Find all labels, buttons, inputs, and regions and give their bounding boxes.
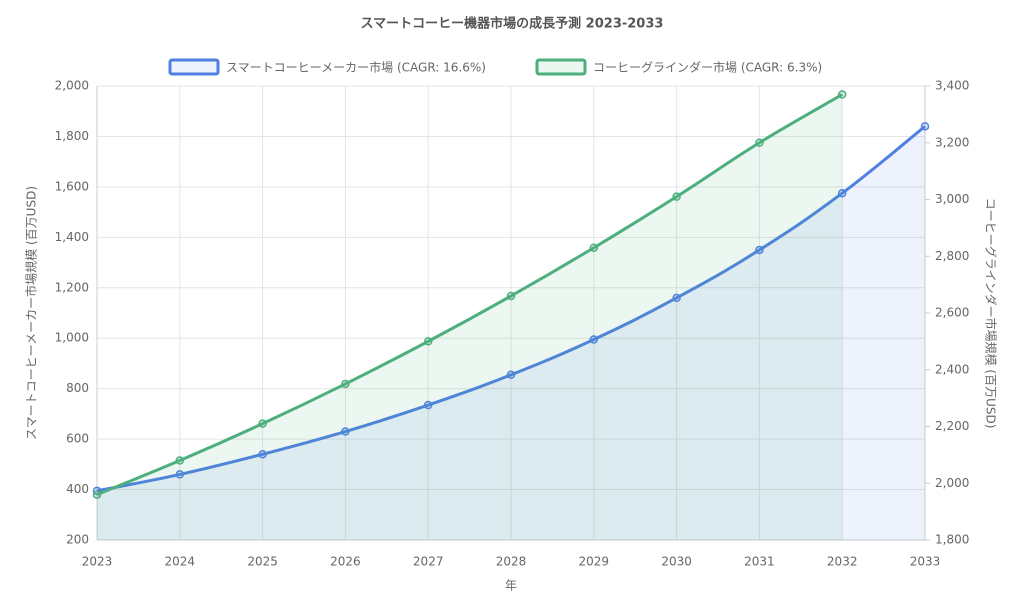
- y-tick-label: 1,000: [55, 331, 89, 345]
- point: [506, 291, 516, 301]
- x-tick-label: 2025: [247, 555, 278, 569]
- chart-title: スマートコーヒー機器市場の成長予測 2023-2033: [361, 16, 664, 32]
- point: [341, 427, 350, 436]
- x-tick-label: 2033: [910, 555, 941, 569]
- y2-tick-label: 2,800: [935, 249, 969, 263]
- y-axis-title: スマートコーヒーメーカー市場規模 (百万USD): [24, 186, 39, 440]
- point: [258, 419, 267, 428]
- y2-tick-label: 2,200: [935, 419, 969, 433]
- x-tick-label: 2029: [579, 555, 610, 569]
- point: [589, 335, 599, 344]
- point: [672, 192, 681, 201]
- x-axis-title: 年: [505, 579, 517, 593]
- area: [97, 126, 925, 540]
- legend-swatch: [168, 58, 220, 76]
- legend-swatch: [535, 58, 587, 76]
- y2-tick-label: 2,400: [935, 362, 969, 376]
- y-tick-label: 1,400: [55, 230, 89, 244]
- x-tick-label: 2031: [744, 555, 775, 569]
- y-tick-label: 400: [66, 482, 89, 496]
- point: [175, 456, 185, 465]
- point: [506, 370, 516, 380]
- line: [96, 93, 843, 496]
- y-tick-label: 2,000: [55, 79, 89, 93]
- point: [755, 138, 764, 147]
- x-tick-label: 2027: [413, 555, 444, 569]
- y2-tick-label: 3,200: [935, 135, 969, 149]
- x-tick-label: 2032: [827, 555, 858, 569]
- y2-tick-label: 1,800: [935, 533, 969, 547]
- y-tick-label: 1,200: [55, 280, 89, 294]
- y-tick-label: 1,600: [55, 179, 89, 193]
- point: [92, 490, 102, 499]
- point: [837, 188, 847, 198]
- point: [423, 400, 433, 410]
- y2-tick-label: 2,000: [935, 476, 969, 490]
- x-tick-label: 2028: [496, 555, 527, 569]
- x-tick-label: 2030: [661, 555, 692, 569]
- point: [175, 470, 185, 479]
- point: [589, 243, 599, 252]
- point: [755, 245, 764, 255]
- point: [423, 337, 433, 346]
- y2-tick-label: 3,000: [935, 192, 969, 206]
- y-tick-label: 600: [66, 432, 89, 446]
- line: [96, 125, 926, 493]
- point: [258, 449, 267, 459]
- point: [341, 379, 350, 389]
- y2-axis-title: コーヒーグラインダー市場規模 (百万USD): [984, 198, 999, 429]
- y-tick-label: 1,800: [55, 129, 89, 143]
- point: [672, 293, 681, 303]
- legend-label: スマートコーヒーメーカー市場 (CAGR: 16.6%): [226, 60, 486, 75]
- point: [920, 122, 930, 131]
- legend-label: コーヒーグラインダー市場 (CAGR: 6.3%): [593, 60, 822, 75]
- x-tick-label: 2026: [330, 555, 361, 569]
- y2-tick-label: 3,400: [935, 79, 969, 93]
- y-tick-label: 800: [66, 381, 89, 395]
- y-tick-label: 200: [66, 533, 89, 547]
- y2-tick-label: 2,600: [935, 306, 969, 320]
- x-tick-label: 2023: [82, 555, 113, 569]
- point: [837, 90, 847, 99]
- x-tick-label: 2024: [165, 555, 196, 569]
- area: [97, 94, 843, 540]
